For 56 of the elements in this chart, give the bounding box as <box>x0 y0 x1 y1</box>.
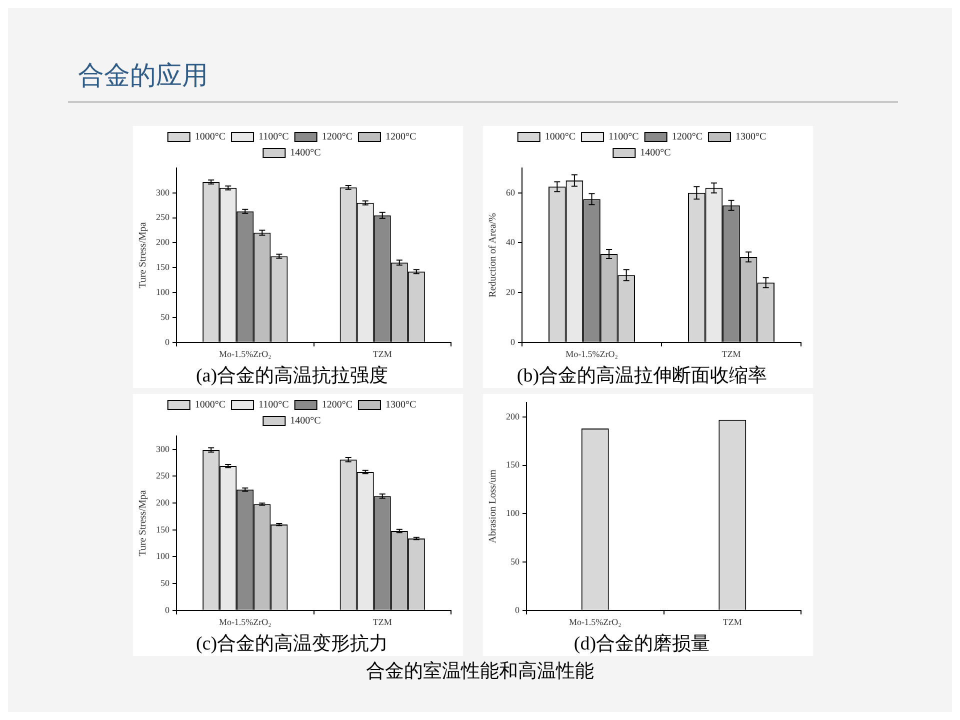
y-axis-title: Abrasion Loss/um <box>488 469 499 544</box>
y-tick-label: 40 <box>506 237 516 248</box>
legend-label: 1200°C <box>385 132 416 143</box>
y-tick-label: 250 <box>156 470 170 481</box>
x-tick-label: Mo-1.5%ZrO₂ <box>218 349 272 360</box>
legend-label: 1300°C <box>735 132 766 143</box>
y-tick-label: 150 <box>156 262 170 272</box>
y-tick-label: 250 <box>156 212 170 222</box>
y-tick-label: 300 <box>156 444 170 454</box>
legend-label: 1200°C <box>322 400 353 411</box>
x-tick-label: Mo-1.5%ZrO₂ <box>566 349 618 360</box>
y-tick-label: 50 <box>510 556 520 566</box>
y-tick-label: 50 <box>160 312 170 322</box>
legend-label: 1300°C <box>385 400 416 411</box>
y-tick-label: 20 <box>506 286 516 297</box>
y-tick-label: 200 <box>506 411 520 422</box>
y-tick-label: 0 <box>515 604 520 615</box>
y-axis-title: Ture Stress/Mpa <box>138 222 149 288</box>
legend-label: 1100°C <box>258 132 290 143</box>
legend-label: 1200°C <box>672 132 703 143</box>
text: (d)合金的磨损量 <box>574 632 710 655</box>
y-tick-label: 100 <box>156 286 170 297</box>
legend-label: 1400°C <box>290 148 322 159</box>
y-tick-label: 100 <box>506 508 520 518</box>
x-tick-label: TZM <box>722 617 742 628</box>
x-tick-label: TZM <box>372 349 392 360</box>
legend-label: 1000°C <box>194 400 226 411</box>
y-tick-label: 150 <box>506 460 520 470</box>
y-tick-label: 200 <box>156 237 170 248</box>
y-tick-label: 0 <box>165 336 170 347</box>
legend-label: 1200°C <box>322 132 353 143</box>
legend-label: 1000°C <box>544 132 576 143</box>
text: (a)合金的高温抗拉强度 <box>196 364 388 387</box>
y-tick-label: 50 <box>160 578 170 588</box>
x-tick-label: Mo-1.5%ZrO₂ <box>218 617 272 628</box>
text: 合金的应用 <box>78 60 208 93</box>
y-tick-label: 300 <box>156 187 170 198</box>
y-tick-label: 100 <box>156 551 170 562</box>
text: (c)合金的高温变形抗力 <box>196 632 388 655</box>
y-tick-label: 150 <box>156 524 170 534</box>
x-tick-label: TZM <box>372 617 392 628</box>
legend-label: 1400°C <box>640 148 672 159</box>
y-tick-label: 200 <box>156 497 170 508</box>
legend-label: 1100°C <box>258 400 290 411</box>
y-axis-title: Ture Stress/Mpa <box>138 490 149 556</box>
x-tick-label: TZM <box>722 349 741 360</box>
y-axis-title: Reduction of Area/% <box>488 212 499 298</box>
text: (b)合金的高温拉伸断面收缩率 <box>516 364 768 387</box>
legend-label: 1000°C <box>194 132 226 143</box>
text: 合金的室温性能和高温性能 <box>365 659 595 684</box>
legend-label: 1400°C <box>290 416 322 427</box>
legend-label: 1100°C <box>608 132 640 143</box>
y-tick-label: 0 <box>165 604 170 615</box>
x-tick-label: Mo-1.5%ZrO₂ <box>568 617 622 628</box>
y-tick-label: 60 <box>506 187 516 198</box>
y-tick-label: 0 <box>510 336 516 347</box>
